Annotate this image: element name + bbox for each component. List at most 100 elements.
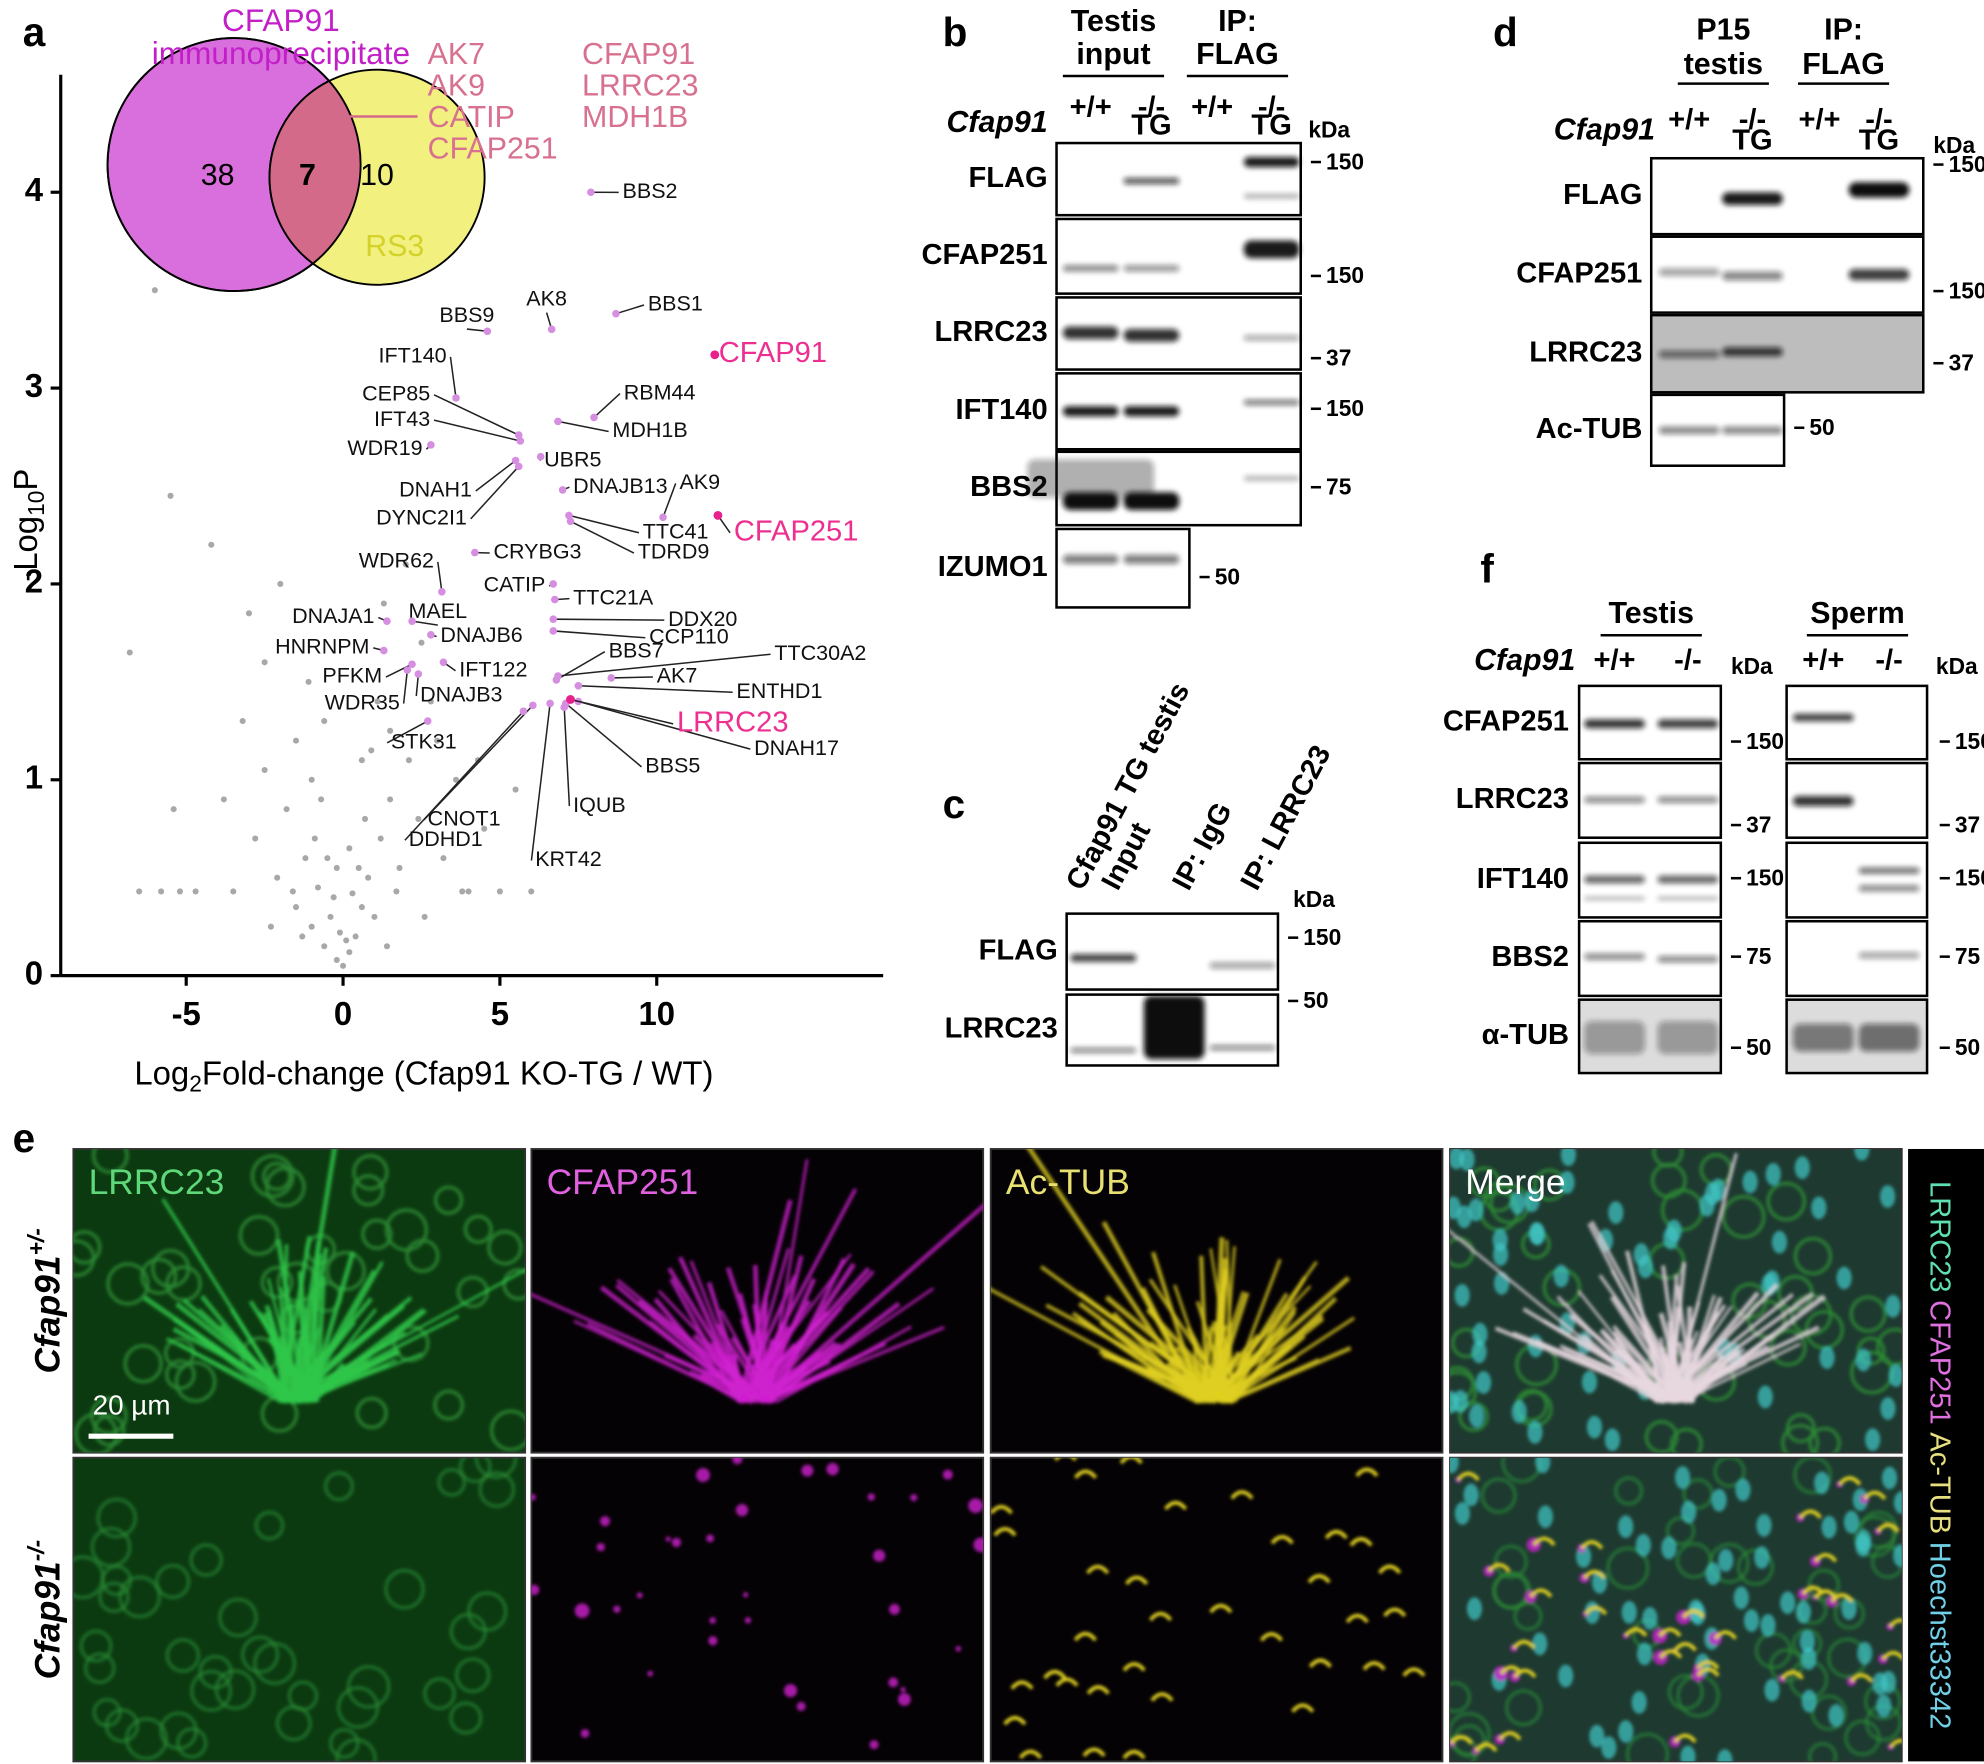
- nucleus: [1814, 1471, 1830, 1495]
- fragment: [1073, 1631, 1097, 1642]
- point-label: MAEL: [409, 599, 468, 623]
- leader-line: [565, 702, 642, 768]
- band: [1722, 192, 1783, 206]
- channel-legend: LRRC23 CFAP251 Ac-TUB Hoechst33342: [1924, 1181, 1956, 1729]
- cell: [1667, 1673, 1705, 1711]
- overlap-gene: AK7: [428, 38, 485, 71]
- point-label: WDR35: [325, 690, 400, 714]
- band: [1062, 492, 1119, 510]
- nucleus: [1799, 1630, 1815, 1653]
- point-label: DNAH1: [399, 478, 472, 502]
- genotype-label: Cfap91: [1474, 644, 1575, 677]
- fragment: [1849, 1673, 1874, 1683]
- highlight-point: [408, 617, 416, 625]
- fragment: [1863, 1490, 1887, 1501]
- x-label-sub: 2: [189, 1071, 202, 1097]
- venn-count: 10: [360, 159, 394, 192]
- leader-line: [475, 459, 517, 492]
- band: [1584, 875, 1645, 884]
- cell: [1713, 1457, 1746, 1488]
- cell: [1644, 1419, 1679, 1453]
- point-label: CFAP251: [734, 515, 859, 547]
- highlight-point: [549, 627, 558, 635]
- highlight-point: [438, 587, 446, 596]
- cell: [1792, 1457, 1833, 1495]
- cell: [90, 1526, 132, 1568]
- channel-label: Merge: [1465, 1162, 1565, 1202]
- fragment: [1082, 1747, 1106, 1757]
- background-point: [459, 888, 466, 895]
- nucleus: [1537, 1505, 1554, 1529]
- micrograph: [530, 1148, 985, 1454]
- fragment: [1055, 1677, 1079, 1687]
- nucleus: [1472, 1322, 1488, 1346]
- background-point: [415, 815, 422, 822]
- nucleus: [1855, 1533, 1871, 1557]
- background-point: [289, 888, 296, 895]
- lane-label: -/-: [1875, 645, 1902, 677]
- background-point: [274, 874, 281, 881]
- cell: [175, 1727, 208, 1759]
- panel-letter: e: [13, 1115, 36, 1161]
- y-tick-label: 1: [25, 758, 43, 795]
- band: [1209, 1045, 1276, 1051]
- nucleus: [1535, 1457, 1551, 1474]
- cell: [254, 1510, 285, 1541]
- background-point: [358, 757, 365, 764]
- band: [1657, 1021, 1719, 1055]
- nucleus: [1757, 1385, 1773, 1409]
- band: [1658, 426, 1720, 435]
- nucleus: [1661, 1536, 1677, 1560]
- cell: [1807, 1568, 1841, 1602]
- nucleus: [1608, 1201, 1624, 1224]
- highlight-point: [546, 699, 554, 708]
- fiber: [1686, 1353, 1725, 1404]
- leader-line: [611, 676, 653, 679]
- cell: [1450, 1681, 1472, 1714]
- allele: +/-: [23, 1228, 49, 1255]
- background-point: [387, 796, 394, 803]
- point-label: IFT122: [459, 657, 527, 681]
- cell: [1777, 1274, 1814, 1312]
- highlight-point: [560, 703, 569, 712]
- fragment: [1813, 1552, 1838, 1563]
- leader-line: [411, 620, 438, 626]
- highlight-point: [549, 580, 558, 588]
- background-point: [440, 855, 447, 862]
- fragment: [1148, 1611, 1173, 1622]
- leader-line: [570, 698, 674, 725]
- background-point: [346, 949, 353, 956]
- highlight-point: [383, 617, 391, 625]
- speck: [867, 1493, 875, 1501]
- nucleus: [1717, 1749, 1733, 1762]
- highlight-point: [380, 646, 388, 655]
- unit-label: kDa: [1933, 132, 1975, 158]
- fiber: [1186, 1326, 1229, 1404]
- leader-line: [404, 710, 524, 841]
- mw-marker: 50: [1955, 1034, 1980, 1060]
- y-tick-label: 3: [25, 367, 43, 404]
- fiber: [1226, 1346, 1352, 1404]
- band: [1062, 326, 1119, 340]
- background-point: [220, 796, 227, 803]
- background-point: [239, 717, 246, 725]
- speck: [968, 1498, 983, 1514]
- lane-label: +/+: [1593, 645, 1635, 677]
- nucleus: [1553, 1264, 1569, 1288]
- background-point: [496, 888, 503, 895]
- background-point: [330, 894, 337, 901]
- nucleus: [1466, 1597, 1483, 1621]
- y-label-rest: P: [7, 469, 44, 491]
- leader-line: [568, 514, 640, 534]
- fiber: [573, 1319, 749, 1404]
- speck: [706, 1534, 715, 1543]
- background-point: [512, 786, 519, 793]
- lane-label: +/+: [1070, 92, 1112, 124]
- nucleus: [1463, 1483, 1479, 1507]
- overlap-gene: CFAP251: [428, 133, 558, 166]
- venn-count: 38: [201, 159, 235, 192]
- fiber: [1677, 1341, 1694, 1403]
- fragment: [1780, 1670, 1804, 1680]
- background-point: [277, 580, 284, 587]
- point-label: CNOT1: [428, 807, 501, 831]
